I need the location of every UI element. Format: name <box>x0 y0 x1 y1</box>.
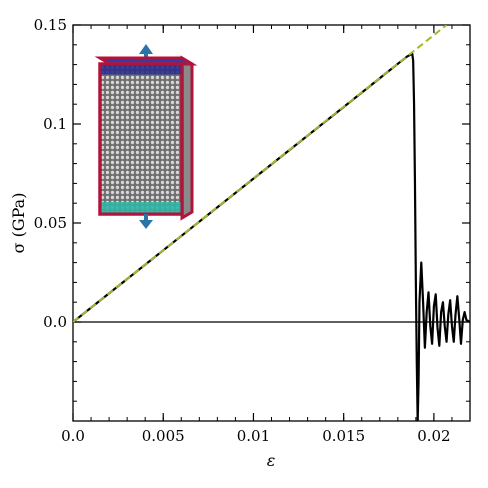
x-tick-label: 0.02 <box>417 427 450 445</box>
x-axis-label: ε <box>267 451 276 470</box>
x-tick-label: 0.005 <box>142 427 185 445</box>
y-tick-label: 0.1 <box>43 115 67 133</box>
series-stress-strain-curve <box>73 52 470 421</box>
y-axis-label: σ (GPa) <box>9 193 28 254</box>
sample-top-layer <box>101 65 181 75</box>
tick-labels: 0.0 0.005 0.01 0.015 0.02 0.0 0.05 0.1 0.15 <box>34 16 451 445</box>
x-tick-label: 0.015 <box>322 427 365 445</box>
series-linear-fit-line <box>73 25 448 323</box>
tension-arrow-down-icon <box>139 214 153 229</box>
series-group <box>73 25 470 421</box>
y-tick-label: 0.0 <box>43 313 67 331</box>
x-tick-label: 0.0 <box>61 427 85 445</box>
x-tick-label: 0.01 <box>237 427 270 445</box>
y-tick-label: 0.05 <box>34 214 67 232</box>
sample-front-face <box>98 62 184 216</box>
inset-sample-illustration <box>94 44 198 229</box>
y-tick-label: 0.15 <box>34 16 67 34</box>
axis-ticks <box>72 24 471 422</box>
sample-bottom-layer <box>101 202 181 213</box>
